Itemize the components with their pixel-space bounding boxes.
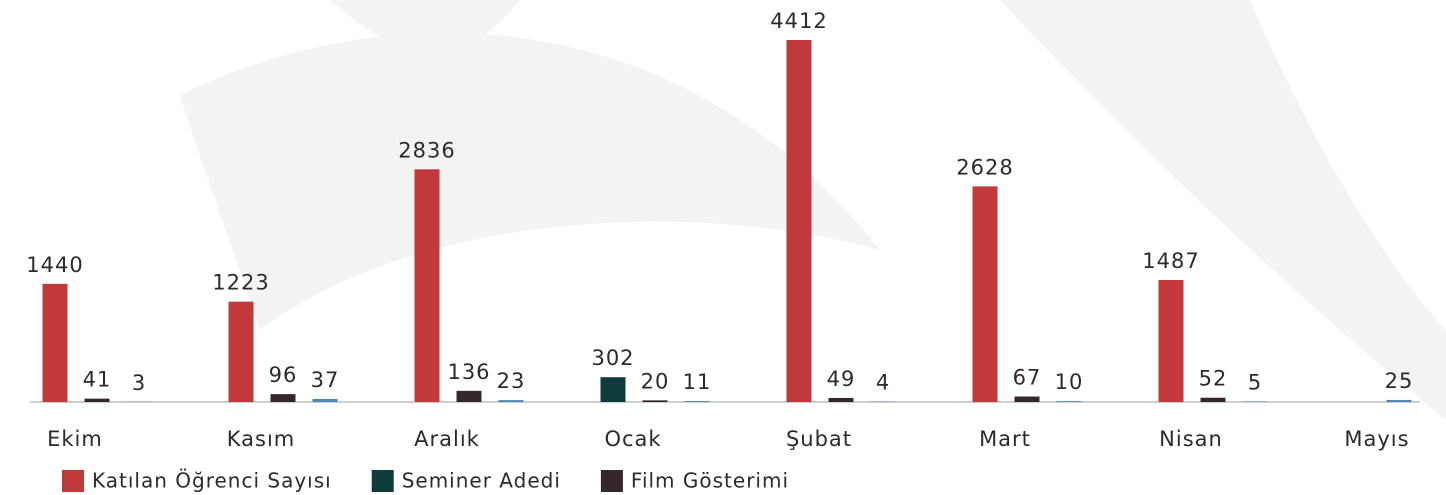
bar	[270, 394, 296, 402]
watermark	[180, 0, 1446, 420]
value-label: 4412	[770, 9, 827, 33]
bar	[642, 400, 668, 402]
value-label: 4	[876, 371, 890, 395]
value-label: 136	[447, 360, 490, 384]
x-tick-label: Nisan	[1159, 427, 1223, 451]
bar	[828, 397, 854, 402]
legend: Katılan Öğrenci Sayısı Seminer Adedi Film …	[62, 469, 789, 493]
value-label: 10	[1055, 370, 1084, 394]
bar	[1014, 396, 1040, 402]
bar	[1200, 397, 1226, 402]
bar	[1386, 399, 1412, 402]
value-label: 37	[311, 368, 340, 392]
value-label: 1487	[1142, 249, 1199, 273]
value-label: 49	[827, 367, 856, 391]
x-tick-label: Şubat	[786, 427, 852, 451]
bar	[498, 400, 524, 402]
bar	[972, 186, 998, 402]
value-label: 41	[83, 368, 112, 392]
value-label: 52	[1199, 367, 1228, 391]
bar	[600, 377, 626, 402]
legend-swatch	[371, 470, 394, 492]
value-label: 1440	[26, 253, 83, 277]
legend-swatch	[600, 470, 623, 492]
bar	[786, 40, 812, 402]
x-tick-label: Aralık	[414, 427, 480, 451]
value-label: 3	[132, 371, 146, 395]
bar	[42, 283, 68, 402]
x-tick-label: Ocak	[604, 427, 661, 451]
legend-label: Seminer Adedi	[402, 469, 561, 493]
bar	[684, 401, 710, 402]
value-label: 23	[497, 369, 526, 393]
bar	[456, 390, 482, 402]
value-label: 11	[683, 370, 712, 394]
x-tick-label: Kasım	[227, 427, 296, 451]
x-tick-label: Mart	[979, 427, 1031, 451]
value-label: 5	[1248, 371, 1262, 395]
bar	[84, 398, 110, 402]
bar	[414, 169, 440, 402]
value-label: 20	[641, 369, 670, 393]
legend-label: Katılan Öğrenci Sayısı	[92, 469, 332, 493]
bar	[1056, 401, 1082, 402]
bar	[228, 301, 254, 402]
bar	[312, 398, 338, 402]
value-label: 2836	[398, 138, 455, 162]
value-label: 25	[1385, 369, 1414, 393]
bar	[1158, 279, 1184, 402]
value-label: 67	[1013, 366, 1042, 390]
value-label: 1223	[212, 271, 269, 295]
value-label: 302	[591, 346, 634, 370]
value-label: 96	[269, 363, 298, 387]
value-label: 2628	[956, 155, 1013, 179]
x-tick-label: Mayıs	[1344, 427, 1409, 451]
x-tick-label: Ekim	[47, 427, 103, 451]
legend-swatch	[62, 470, 84, 492]
legend-label: Film Gösterimi	[631, 469, 789, 493]
